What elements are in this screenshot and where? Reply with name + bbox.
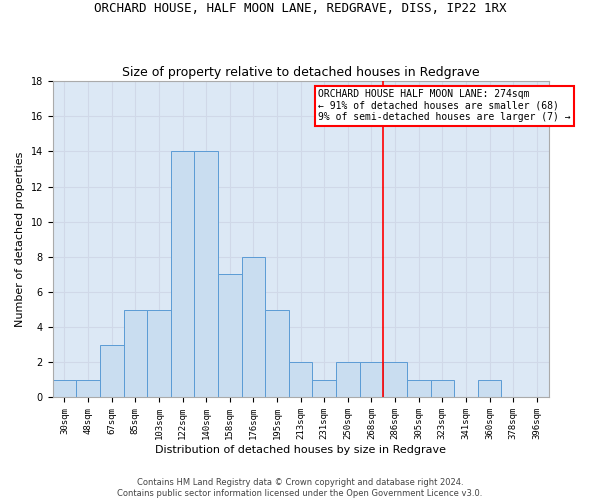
Bar <box>478 380 502 398</box>
Bar <box>265 310 289 398</box>
Bar <box>313 380 336 398</box>
Bar <box>100 344 124 398</box>
Y-axis label: Number of detached properties: Number of detached properties <box>15 152 25 327</box>
Text: Contains HM Land Registry data © Crown copyright and database right 2024.
Contai: Contains HM Land Registry data © Crown c… <box>118 478 482 498</box>
Text: ORCHARD HOUSE HALF MOON LANE: 274sqm
← 91% of detached houses are smaller (68)
9: ORCHARD HOUSE HALF MOON LANE: 274sqm ← 9… <box>318 89 571 122</box>
Bar <box>124 310 147 398</box>
Title: Size of property relative to detached houses in Redgrave: Size of property relative to detached ho… <box>122 66 479 78</box>
Bar <box>289 362 313 398</box>
Bar <box>171 152 194 398</box>
X-axis label: Distribution of detached houses by size in Redgrave: Distribution of detached houses by size … <box>155 445 446 455</box>
Bar <box>431 380 454 398</box>
Bar <box>359 362 383 398</box>
Bar <box>76 380 100 398</box>
Text: ORCHARD HOUSE, HALF MOON LANE, REDGRAVE, DISS, IP22 1RX: ORCHARD HOUSE, HALF MOON LANE, REDGRAVE,… <box>94 2 506 16</box>
Bar <box>242 257 265 398</box>
Bar <box>336 362 359 398</box>
Bar <box>218 274 242 398</box>
Bar <box>407 380 431 398</box>
Bar <box>147 310 171 398</box>
Bar <box>53 380 76 398</box>
Bar <box>383 362 407 398</box>
Bar <box>194 152 218 398</box>
